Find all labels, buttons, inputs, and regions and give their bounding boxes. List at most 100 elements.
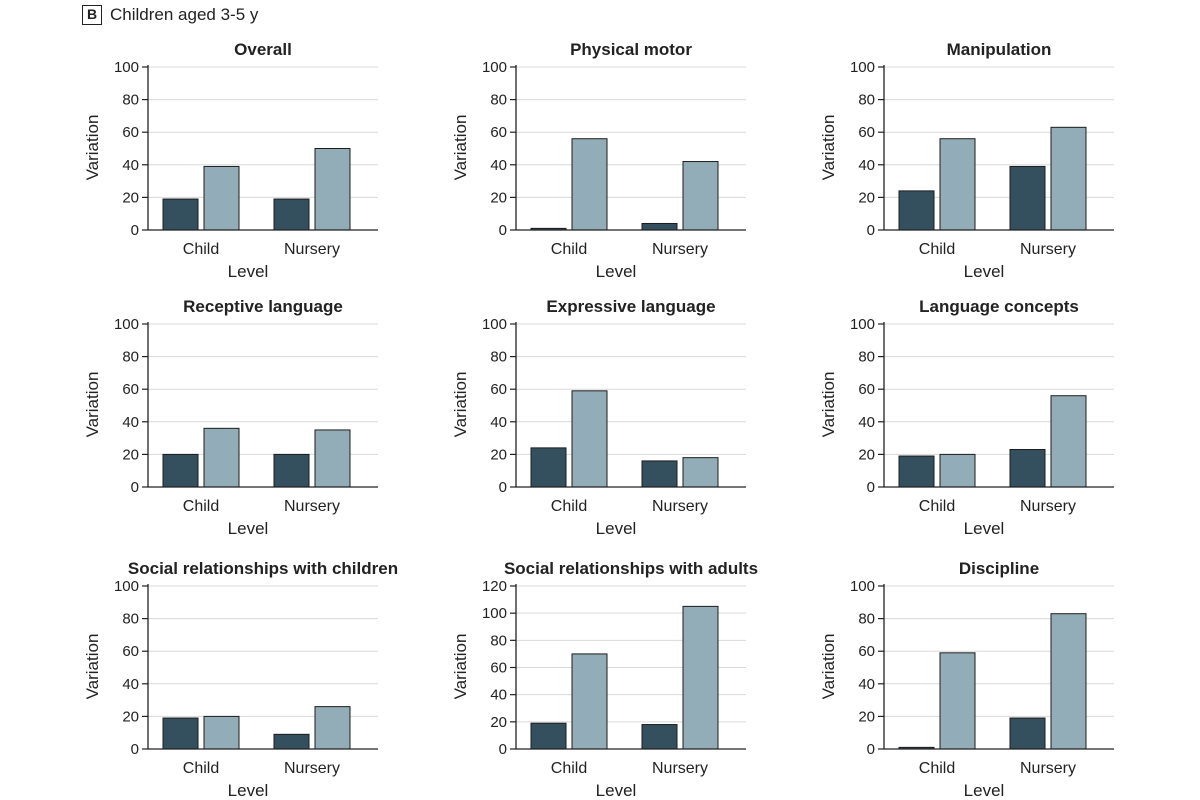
bar <box>682 161 719 231</box>
y-tick-label: 0 <box>131 479 139 496</box>
x-tick-label: Child <box>551 498 587 515</box>
y-tick-label: 0 <box>499 222 507 239</box>
bar <box>571 138 608 231</box>
y-tick-label: 40 <box>858 157 875 174</box>
x-tick-label: Child <box>919 241 955 258</box>
y-tick-label: 80 <box>858 92 875 109</box>
y-tick-label: 20 <box>858 446 875 463</box>
y-tick-label: 40 <box>490 157 507 174</box>
x-tick-label: Child <box>183 760 219 777</box>
bar <box>1050 613 1087 750</box>
y-tick-label: 80 <box>122 611 139 628</box>
y-axis-label: Variation <box>819 634 838 700</box>
y-axis-label: Variation <box>451 115 470 181</box>
y-tick-label: 100 <box>482 59 507 76</box>
y-tick-label: 40 <box>490 414 507 431</box>
chart-panel: Discipline 0 20 40 60 80 100 Child Nursery Level V… <box>819 559 1114 800</box>
bar <box>682 457 719 488</box>
bar <box>314 429 351 488</box>
chart-title: Receptive language <box>183 297 343 316</box>
y-tick-label: 20 <box>858 708 875 725</box>
y-tick-label: 60 <box>122 124 139 141</box>
bar <box>939 652 976 750</box>
chart-panel: Expressive language 0 20 40 60 80 100 Child Nurs… <box>451 297 746 538</box>
bar <box>1009 165 1046 231</box>
y-tick-label: 80 <box>490 632 507 649</box>
y-tick-label: 40 <box>122 676 139 693</box>
y-tick-label: 40 <box>490 687 507 704</box>
x-tick-label: Child <box>551 760 587 777</box>
x-tick-label: Child <box>183 241 219 258</box>
bar <box>273 198 310 231</box>
x-axis-label: Level <box>596 781 637 800</box>
y-tick-label: 80 <box>122 92 139 109</box>
y-axis-label: Variation <box>83 634 102 700</box>
y-tick-label: 20 <box>122 189 139 206</box>
y-tick-label: 20 <box>122 708 139 725</box>
y-axis-label: Variation <box>83 115 102 181</box>
y-tick-label: 40 <box>122 414 139 431</box>
bar <box>203 427 240 488</box>
x-tick-label: Nursery <box>652 760 708 777</box>
chart-panel: Physical motor 0 20 40 60 80 100 Child Nursery Le… <box>451 40 746 281</box>
y-tick-label: 100 <box>850 578 875 595</box>
x-axis-label: Level <box>228 519 269 538</box>
y-tick-label: 0 <box>131 222 139 239</box>
y-tick-label: 40 <box>858 676 875 693</box>
chart-title: Expressive language <box>546 297 715 316</box>
bar <box>530 722 567 750</box>
y-tick-label: 40 <box>858 414 875 431</box>
y-tick-label: 0 <box>867 479 875 496</box>
x-axis-label: Level <box>964 519 1005 538</box>
x-axis-label: Level <box>228 262 269 281</box>
bar <box>898 190 935 231</box>
chart-title: Overall <box>234 40 292 59</box>
x-tick-label: Nursery <box>284 760 340 777</box>
chart-title: Social relationships with adults <box>504 559 758 578</box>
x-tick-label: Child <box>183 498 219 515</box>
y-tick-label: 60 <box>490 660 507 677</box>
chart-panel: Language concepts 0 20 40 60 80 100 Child Nurser… <box>819 297 1114 538</box>
bar <box>314 706 351 750</box>
bar <box>641 460 678 488</box>
bar <box>939 138 976 231</box>
y-tick-label: 60 <box>858 124 875 141</box>
x-tick-label: Nursery <box>1020 498 1076 515</box>
y-tick-label: 100 <box>114 59 139 76</box>
chart-panel: Receptive language 0 20 40 60 80 100 Child Nurse… <box>83 297 378 538</box>
y-tick-label: 20 <box>490 189 507 206</box>
y-tick-label: 100 <box>114 578 139 595</box>
x-tick-label: Child <box>919 498 955 515</box>
bar <box>1009 717 1046 750</box>
x-axis-label: Level <box>964 781 1005 800</box>
chart-title: Language concepts <box>919 297 1079 316</box>
y-tick-label: 20 <box>490 714 507 731</box>
x-tick-label: Nursery <box>1020 760 1076 777</box>
y-tick-label: 120 <box>482 578 507 595</box>
chart-panel: Manipulation 0 20 40 60 80 100 Child Nursery Leve… <box>819 40 1114 281</box>
y-axis-label: Variation <box>819 372 838 438</box>
y-tick-label: 20 <box>122 446 139 463</box>
chart-title: Manipulation <box>947 40 1052 59</box>
y-tick-label: 100 <box>482 316 507 333</box>
bar <box>571 653 608 750</box>
x-tick-label: Nursery <box>652 241 708 258</box>
chart-panel: Overall 0 20 40 60 80 100 Child Nursery Level Vari… <box>83 40 378 281</box>
y-tick-label: 80 <box>858 611 875 628</box>
bar <box>571 390 608 488</box>
chart-title: Discipline <box>959 559 1039 578</box>
y-tick-label: 20 <box>858 189 875 206</box>
bar <box>162 198 199 231</box>
bar <box>162 717 199 750</box>
y-tick-label: 100 <box>850 59 875 76</box>
y-tick-label: 80 <box>490 92 507 109</box>
x-tick-label: Nursery <box>284 498 340 515</box>
bar <box>641 724 678 750</box>
bar <box>162 453 199 488</box>
bar <box>530 447 567 488</box>
bar <box>898 455 935 488</box>
x-axis-label: Level <box>964 262 1005 281</box>
y-tick-label: 20 <box>490 446 507 463</box>
y-tick-label: 100 <box>482 605 507 622</box>
